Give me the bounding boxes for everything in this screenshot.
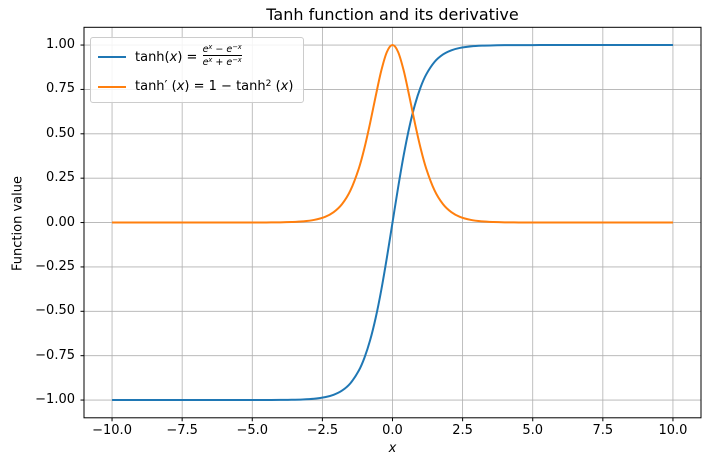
x-tick-label: −2.5 <box>306 423 339 438</box>
chart-title: Tanh function and its derivative <box>266 5 519 24</box>
y-tick-label: −0.25 <box>35 258 75 274</box>
legend-line-sample-tanh <box>98 55 126 59</box>
y-tick-label: −0.50 <box>35 303 75 319</box>
x-tick-label: −10.0 <box>92 423 132 438</box>
x-tick-label: 7.5 <box>592 423 614 438</box>
tanh-curve <box>112 44 673 402</box>
fraction-denominator: ex + e−x <box>202 55 242 68</box>
x-tick-label: 5.0 <box>522 423 544 438</box>
y-tick-label: −1.00 <box>35 392 75 408</box>
y-tick-label: 0.25 <box>46 170 75 186</box>
legend-label-tanh-derivative: tanh′ (x) = 1 − tanh2 (x) <box>135 79 294 95</box>
y-tick-label: 0.00 <box>46 214 75 230</box>
legend-line-sample-tanh-derivative <box>98 85 126 89</box>
y-tick-label: 1.00 <box>46 37 75 53</box>
y-tick-label: −0.75 <box>35 347 75 363</box>
x-tick-label: 2.5 <box>452 423 473 438</box>
fraction-numerator: ex − e−x <box>202 42 242 55</box>
legend-entry-tanh: tanh(x) = ex − e−x ex + e−x <box>98 41 293 73</box>
x-tick-label: −5.0 <box>236 423 269 438</box>
tanh-derivative-curve <box>112 44 673 224</box>
legend-entry-tanh-derivative: tanh′ (x) = 1 − tanh2 (x) <box>98 75 293 99</box>
legend-label-tanh: tanh(x) = ex − e−x ex + e−x <box>135 42 242 69</box>
x-axis-label: x <box>388 441 397 456</box>
fraction: ex − e−x ex + e−x <box>202 42 242 69</box>
x-tick-label: −7.5 <box>166 423 198 438</box>
y-tick-label: 0.75 <box>46 81 75 97</box>
legend: tanh(x) = ex − e−x ex + e−x tanh′ (x) = 1… <box>90 37 305 103</box>
x-tick-label: 10.0 <box>658 423 688 438</box>
x-tick-label: 0.0 <box>382 423 403 438</box>
y-tick-label: 0.50 <box>46 125 75 141</box>
